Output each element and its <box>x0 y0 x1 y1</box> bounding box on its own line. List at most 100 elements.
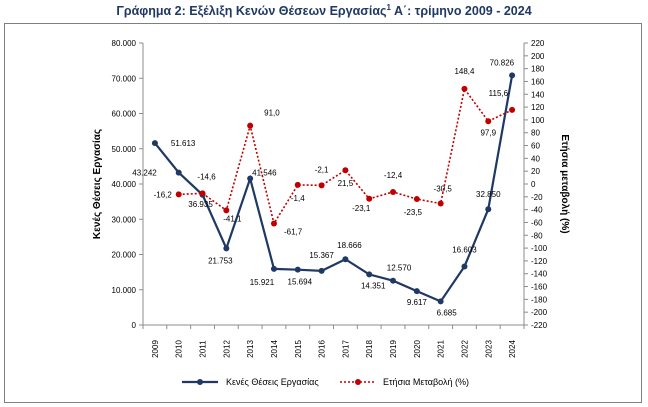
x-tick-label: 2018 <box>365 340 374 358</box>
data-label-vacancies: 18.666 <box>337 241 362 250</box>
y-tick-label-right: -160 <box>531 283 548 292</box>
y-tick-label-right: 80 <box>531 129 540 138</box>
series-line-vacancies <box>154 75 514 303</box>
y-tick-label-left: 10.000 <box>112 286 137 295</box>
data-label-vacancies: 15.921 <box>250 278 275 287</box>
data-point-vacancies <box>223 245 230 252</box>
chart-frame <box>4 23 642 403</box>
data-label-annual-change: -12,4 <box>384 171 403 180</box>
y-tick-label-left: 20.000 <box>112 251 137 260</box>
data-point-vacancies <box>437 298 444 305</box>
y-tick-label-right: -180 <box>531 295 548 304</box>
y-tick-label-right: 60 <box>531 142 540 151</box>
data-point-annual-change <box>247 122 254 129</box>
data-label-vacancies: 15.367 <box>309 251 334 260</box>
legend-label-vacancies: Κενές Θέσεις Εργασίας <box>226 377 319 387</box>
y-tick-label-right: -220 <box>531 321 548 330</box>
data-label-annual-change: -61,7 <box>284 228 303 237</box>
data-point-annual-change <box>485 118 492 125</box>
data-label-vacancies: 15.694 <box>288 278 313 287</box>
y-tick-label-left: 30.000 <box>112 215 137 224</box>
data-point-annual-change <box>366 195 373 202</box>
data-point-annual-change <box>342 167 349 174</box>
data-label-annual-change: 97,9 <box>480 128 496 137</box>
y-axis-title-left: Κενές Θέσεις Εργασίας <box>92 129 103 239</box>
y-tick-label-left: 60.000 <box>112 110 137 119</box>
data-label-annual-change: -16,2 <box>154 190 173 199</box>
x-tick-label: 2011 <box>199 340 208 358</box>
y-tick-label-right: -200 <box>531 308 548 317</box>
data-label-annual-change: -14,6 <box>197 172 216 181</box>
legend-label-annual-change: Ετήσια Μεταβολή (%) <box>383 377 469 387</box>
data-point-annual-change <box>223 207 230 214</box>
data-label-vacancies: 6.685 <box>437 308 458 317</box>
data-label-annual-change: -1,4 <box>291 194 305 203</box>
chart-title: Γράφημα 2: Εξέλιξη Κενών Θέσεων Εργασίας… <box>116 3 532 19</box>
x-tick-label: 2024 <box>508 340 517 358</box>
data-point-vacancies <box>413 288 420 295</box>
data-point-annual-change <box>175 191 182 198</box>
y-tick-label-right: -140 <box>531 270 548 279</box>
data-point-vacancies <box>509 72 516 79</box>
y-axis-title-right: Ετήσια μεταβολή (%) <box>559 134 570 233</box>
y-tick-label-left: 80.000 <box>112 39 137 48</box>
y-tick-label-right: 100 <box>531 116 545 125</box>
data-label-annual-change: -2,1 <box>315 165 329 174</box>
data-point-vacancies <box>294 266 301 273</box>
data-label-vacancies: 36.935 <box>188 200 213 209</box>
y-tick-label-right: -40 <box>531 206 543 215</box>
data-point-annual-change <box>413 196 420 203</box>
data-label-annual-change: 91,0 <box>264 109 280 118</box>
data-label-vacancies: 43.242 <box>132 169 157 178</box>
x-tick-label: 2017 <box>341 340 350 358</box>
y-tick-label-left: 40.000 <box>112 180 137 189</box>
x-tick-label: 2019 <box>389 340 398 358</box>
y-tick-label-left: 0 <box>132 321 137 330</box>
x-tick-label: 2010 <box>175 340 184 358</box>
data-label-annual-change: 21,5 <box>338 179 354 188</box>
data-point-annual-change <box>437 200 444 207</box>
data-point-vacancies <box>270 265 277 272</box>
data-label-vacancies: 32.850 <box>476 190 501 199</box>
data-label-vacancies: 51.613 <box>171 139 196 148</box>
x-tick-label: 2009 <box>151 340 160 358</box>
data-label-annual-change: -41,1 <box>223 214 242 223</box>
data-label-vacancies: 14.351 <box>361 281 386 290</box>
series-line-annual-change <box>178 86 513 226</box>
y-tick-label-right: 140 <box>531 90 545 99</box>
data-label-annual-change: 148,4 <box>454 67 475 76</box>
y-tick-label-right: 220 <box>531 39 545 48</box>
data-label-vacancies: 16.603 <box>452 245 477 254</box>
legend-swatch-marker-annual-change <box>355 379 361 385</box>
x-tick-label: 2015 <box>294 340 303 358</box>
x-tick-label: 2020 <box>413 340 422 358</box>
x-tick-label: 2021 <box>437 340 446 358</box>
y-tick-label-right: 200 <box>531 52 545 61</box>
data-label-annual-change: -23,5 <box>404 208 423 217</box>
data-point-annual-change <box>199 190 206 197</box>
y-tick-label-right: 40 <box>531 154 540 163</box>
data-label-vacancies: 12.570 <box>387 264 412 273</box>
data-point-annual-change <box>509 106 516 113</box>
legend-swatch-marker-vacancies <box>197 379 203 385</box>
data-point-vacancies <box>461 263 468 270</box>
y-tick-label-right: 120 <box>531 103 545 112</box>
data-point-annual-change <box>294 181 301 188</box>
x-tick-label: 2014 <box>270 340 279 358</box>
x-tick-label: 2022 <box>460 340 469 358</box>
data-point-vacancies <box>247 175 254 182</box>
data-point-annual-change <box>390 188 397 195</box>
data-point-vacancies <box>151 140 158 147</box>
data-point-vacancies <box>342 256 349 263</box>
y-tick-label-right: 20 <box>531 167 540 176</box>
data-point-vacancies <box>175 169 182 176</box>
y-tick-label-right: -100 <box>531 244 548 253</box>
y-tick-label-left: 70.000 <box>112 74 137 83</box>
y-tick-label-right: -120 <box>531 257 548 266</box>
x-tick-label: 2012 <box>222 340 231 358</box>
data-point-annual-change <box>270 220 277 227</box>
data-label-vacancies: 70.826 <box>490 58 515 67</box>
data-point-vacancies <box>390 277 397 284</box>
data-label-vacancies: 21.753 <box>208 256 233 265</box>
